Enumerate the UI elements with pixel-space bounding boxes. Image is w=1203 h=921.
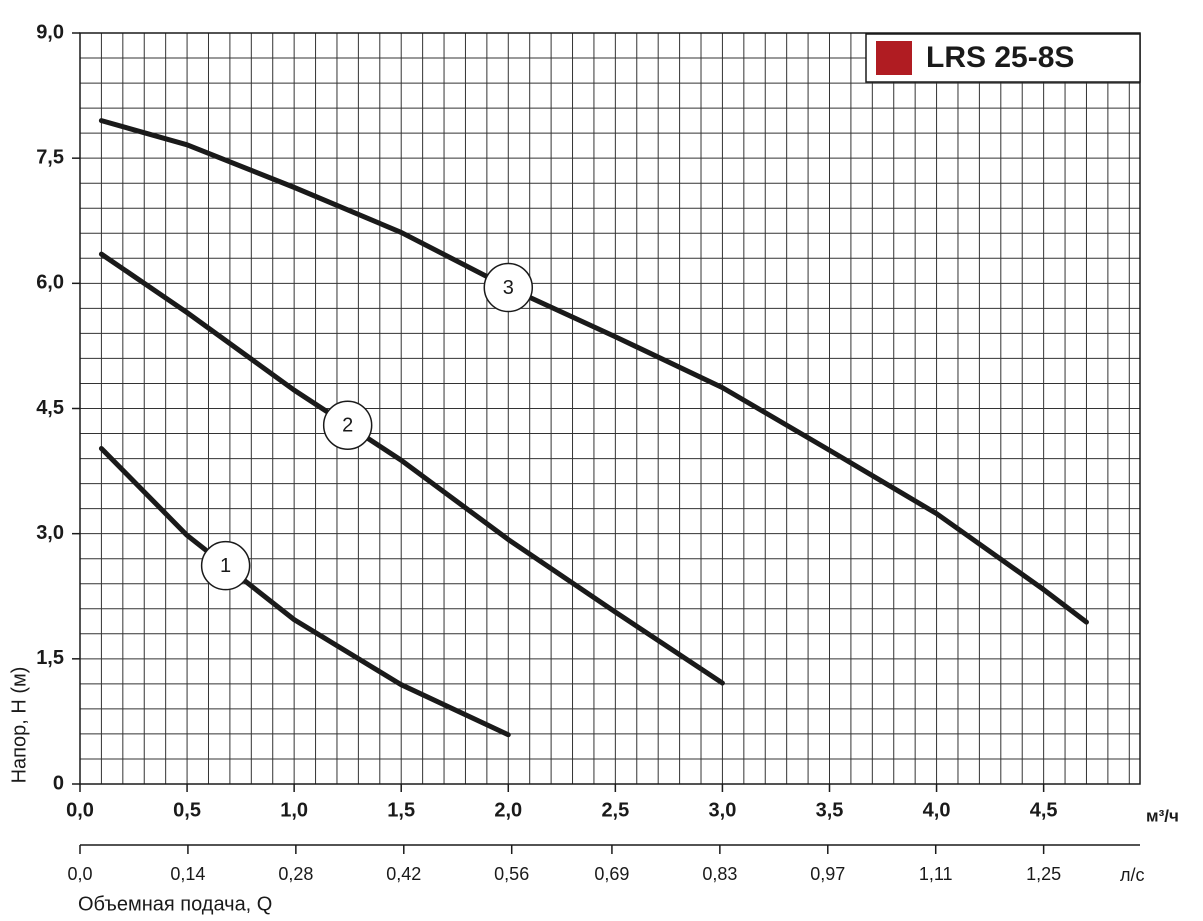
x-tick-label: 0,0 (66, 799, 94, 821)
curve (98, 118, 1089, 625)
y-tick-label: 7,5 (36, 146, 64, 168)
x2-tick-label: 0,14 (170, 864, 205, 884)
x-tick-label: 2,5 (601, 799, 629, 821)
y-axis-label: Напор, H (м) (8, 667, 30, 784)
y-tick-label: 1,5 (36, 647, 64, 669)
x2-tick-label: 0,0 (67, 864, 92, 884)
chart-title: LRS 25-8S (926, 41, 1074, 74)
x-tick-label: 3,5 (816, 799, 844, 821)
y-tick-label: 6,0 (36, 272, 64, 294)
curve-label: 2 (342, 414, 353, 436)
y-tick-label: 3,0 (36, 522, 64, 544)
x-tick-label: 1,5 (387, 799, 415, 821)
legend-marker (876, 41, 912, 75)
x2-tick-label: 1,11 (919, 864, 953, 884)
curve-marker (483, 262, 534, 313)
curve-label: 1 (220, 555, 231, 577)
y-tick-label: 0 (53, 772, 64, 794)
x2-tick-label: 0,97 (810, 864, 845, 884)
x2-unit: л/с (1120, 865, 1145, 885)
x2-tick-label: 0,28 (278, 864, 313, 884)
curve (98, 446, 511, 738)
curve-marker (322, 400, 373, 450)
y-tick-label: 4,5 (36, 397, 64, 419)
x-tick-label: 3,0 (709, 799, 737, 821)
x2-tick-label: 0,69 (594, 864, 629, 884)
x-unit: м³/ч (1146, 806, 1179, 825)
x2-tick-label: 0,42 (386, 864, 421, 884)
x-tick-label: 4,0 (923, 799, 951, 821)
y-tick-label: 9,0 (36, 21, 64, 43)
x-tick-label: 4,5 (1030, 799, 1058, 821)
x2-tick-label: 0,56 (494, 864, 529, 884)
x-tick-label: 1,0 (280, 799, 308, 821)
curve-marker (200, 540, 251, 591)
x2-tick-label: 1,25 (1026, 864, 1061, 884)
x-axis-label: Объемная подача, Q (78, 893, 272, 915)
curve-label: 3 (503, 277, 514, 299)
x-tick-label: 2,0 (494, 799, 522, 821)
plot-frame (79, 32, 1141, 785)
x2-tick-label: 0,83 (702, 864, 737, 884)
curve (98, 251, 725, 686)
x-tick-label: 0,5 (173, 799, 201, 821)
